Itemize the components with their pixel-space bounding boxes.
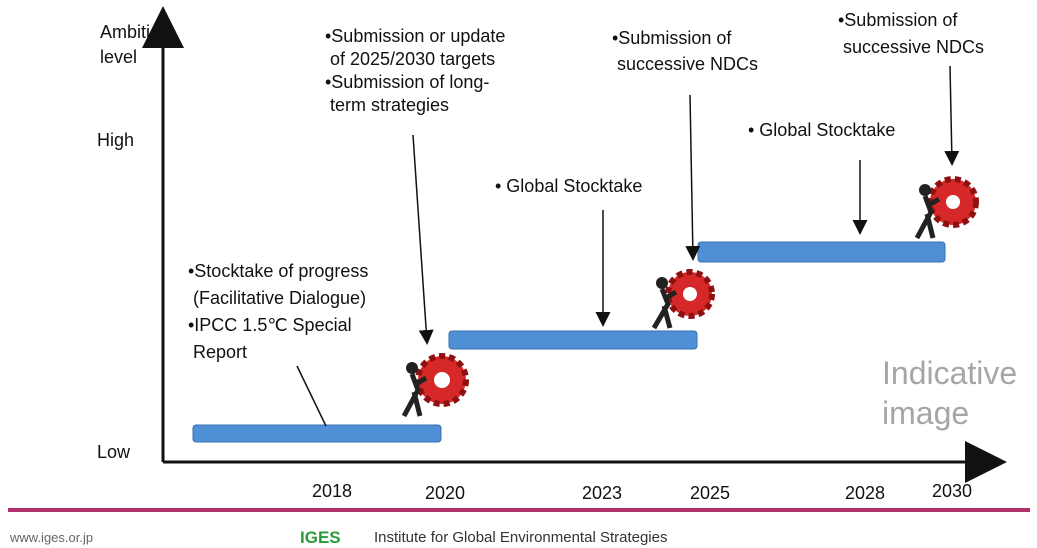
annotation-line: • Global Stocktake: [495, 176, 642, 196]
annotation-line: of 2025/2030 targets: [325, 49, 495, 69]
annotation: •Stocktake of progress (Facilitative Dia…: [188, 261, 368, 426]
annotation-line: term strategies: [325, 95, 449, 115]
step-bar: [449, 331, 697, 349]
annotation-line: (Facilitative Dialogue): [188, 288, 366, 308]
watermark: image: [882, 395, 969, 431]
annotation-line: •Submission of: [612, 28, 732, 48]
footer-logo: IGES: [300, 528, 341, 547]
annotation: •Submission of successive NDCs: [612, 28, 758, 258]
annotation-line: •Submission or update: [325, 26, 505, 46]
annotation-line: • Global Stocktake: [748, 120, 895, 140]
annotation: •Submission of successive NDCs: [838, 10, 984, 163]
gear-icon: [917, 179, 976, 238]
annotation-line: •Submission of: [838, 10, 958, 30]
x-label: 2020: [425, 483, 465, 503]
x-label: 2018: [312, 481, 352, 501]
step-bar: [698, 242, 945, 262]
x-label: 2030: [932, 481, 972, 501]
y-axis-label: level: [100, 47, 137, 67]
annotation-line: successive NDCs: [838, 37, 984, 57]
step-bar: [193, 425, 441, 442]
y-axis-label: Ambition: [100, 22, 170, 42]
annotation: • Global Stocktake: [495, 176, 642, 324]
gear-icon: [654, 272, 712, 328]
annotation-line: •IPCC 1.5℃ Special: [188, 315, 352, 335]
diagram: Ambition level High Low 2018 2020 2023 2…: [0, 0, 1037, 548]
footer-org: Institute for Global Environmental Strat…: [374, 529, 667, 546]
annotation: • Global Stocktake: [748, 120, 895, 232]
footer-url: www.iges.or.jp: [9, 530, 93, 545]
low-label: Low: [97, 442, 131, 462]
high-label: High: [97, 130, 134, 150]
watermark: Indicative: [882, 355, 1017, 391]
x-label: 2025: [690, 483, 730, 503]
x-label: 2023: [582, 483, 622, 503]
annotation-line: •Stocktake of progress: [188, 261, 368, 281]
gear-icon: [404, 356, 466, 416]
annotation-line: successive NDCs: [612, 54, 758, 74]
x-label: 2028: [845, 483, 885, 503]
annotation-line: Report: [188, 342, 247, 362]
annotation-line: •Submission of long-: [325, 72, 489, 92]
